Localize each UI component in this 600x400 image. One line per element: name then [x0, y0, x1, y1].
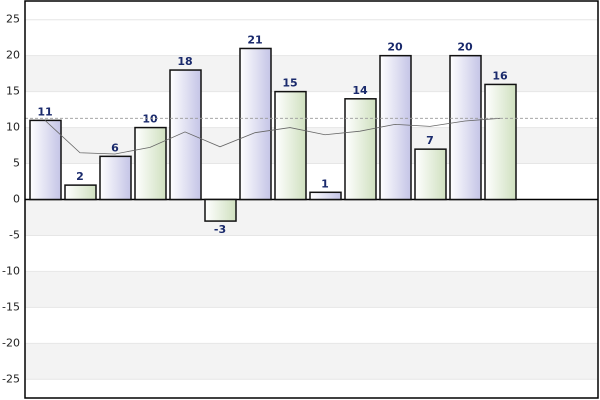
bar	[344, 98, 377, 201]
value-label: 20	[387, 41, 403, 54]
value-label: -3	[214, 223, 226, 236]
value-label: 11	[37, 105, 52, 118]
bar	[29, 119, 62, 201]
value-label: 10	[142, 113, 158, 126]
y-tick-label: 20	[6, 49, 20, 62]
value-label: 14	[352, 84, 368, 97]
bar	[99, 155, 132, 201]
plot-border	[24, 0, 599, 399]
value-label: 21	[247, 33, 262, 46]
y-tick-label: -20	[2, 336, 20, 349]
y-tick-label: -10	[2, 264, 20, 277]
bar	[484, 83, 517, 201]
value-label: 1	[321, 177, 329, 190]
y-tick-label: 10	[6, 121, 20, 134]
grid-band	[25, 343, 598, 380]
y-tick-label: 15	[6, 85, 20, 98]
bar	[169, 69, 202, 201]
bar	[379, 54, 412, 201]
y-tick-label: -25	[2, 372, 20, 385]
bar	[64, 184, 97, 201]
grid-band	[25, 271, 598, 308]
value-label: 16	[492, 69, 508, 82]
bar	[239, 47, 272, 201]
average-line	[44, 117, 501, 155]
value-label: 15	[282, 77, 297, 90]
bar	[274, 90, 307, 201]
value-label: 2	[76, 170, 84, 183]
y-tick-label: -5	[9, 228, 20, 241]
bar	[204, 198, 237, 222]
bar	[449, 54, 482, 201]
value-label: 6	[111, 141, 119, 154]
value-label: 7	[426, 134, 434, 147]
value-label: 18	[177, 55, 192, 68]
grid-band	[25, 199, 598, 236]
y-tick-label: -15	[2, 300, 20, 313]
bar	[414, 148, 447, 201]
bar	[309, 191, 342, 201]
bar	[134, 126, 167, 201]
y-tick-label: 5	[13, 157, 20, 170]
y-tick-label: 25	[6, 13, 20, 26]
y-tick-label: 0	[13, 193, 20, 206]
value-label: 20	[457, 41, 473, 54]
